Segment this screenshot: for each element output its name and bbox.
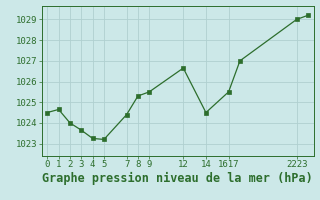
X-axis label: Graphe pression niveau de la mer (hPa): Graphe pression niveau de la mer (hPa): [42, 172, 313, 185]
